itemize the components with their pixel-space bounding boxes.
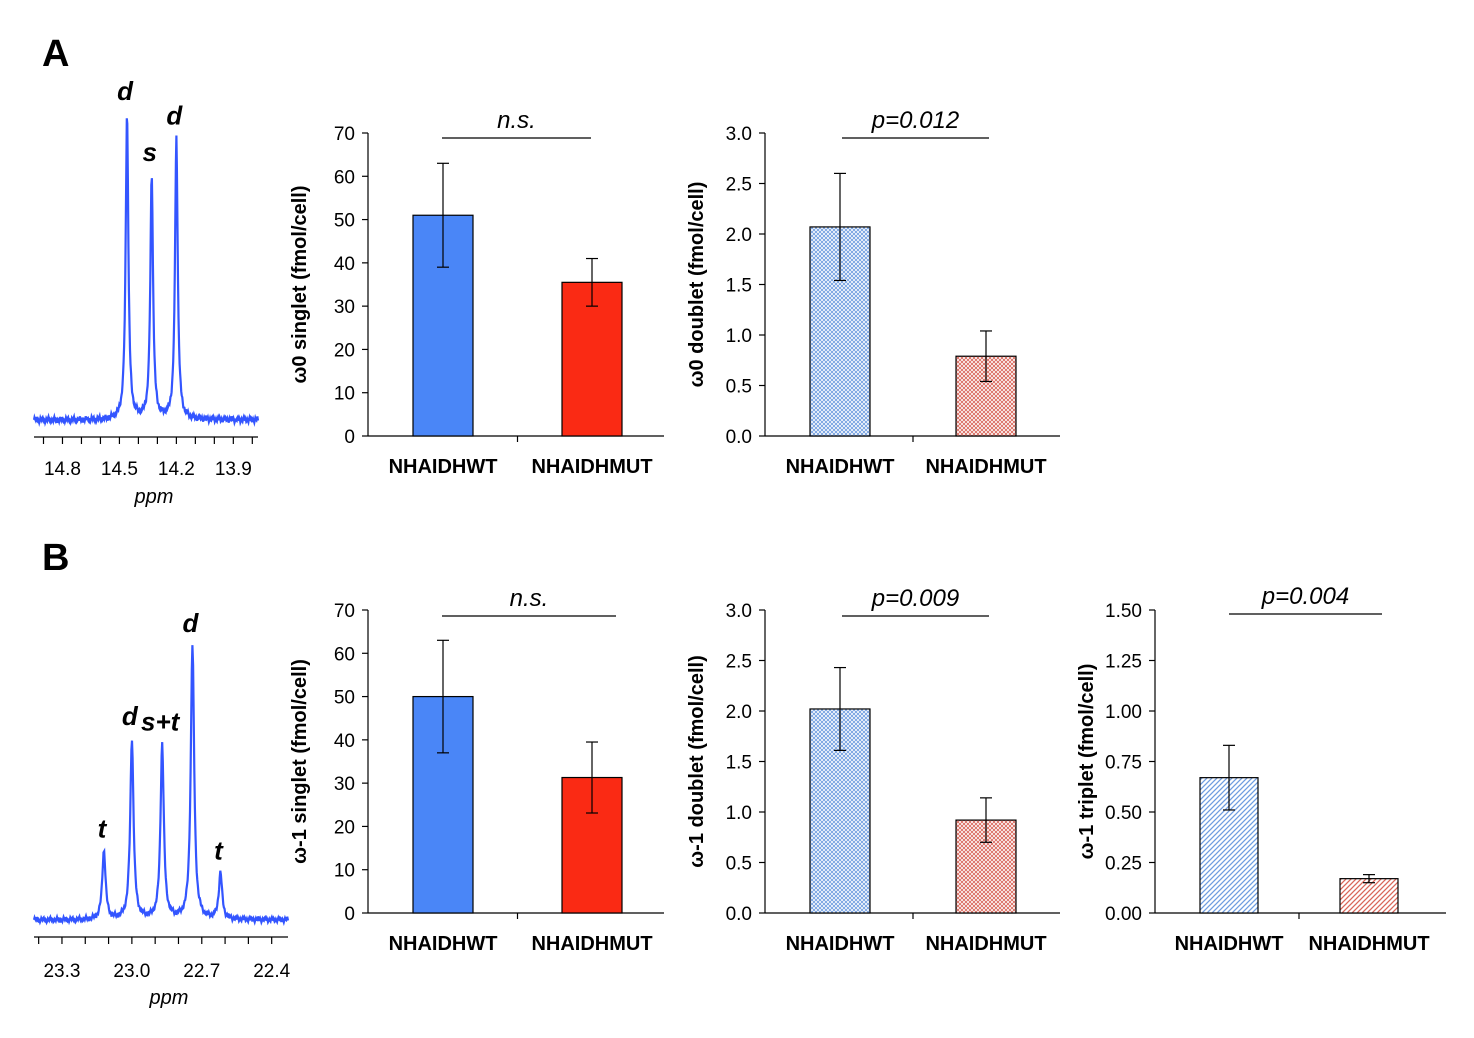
category-label: NHAIDHMUT bbox=[925, 456, 1046, 478]
y-tick-label: 30 bbox=[334, 774, 355, 795]
peak-label: t bbox=[98, 814, 108, 844]
y-tick-label: 0.0 bbox=[726, 904, 752, 925]
y-axis-label: ω-1 doublet (fmol/cell) bbox=[686, 655, 708, 867]
y-tick-label: 1.0 bbox=[726, 326, 752, 347]
y-tick-label: 20 bbox=[334, 817, 355, 838]
significance-label: n.s. bbox=[510, 585, 549, 612]
y-tick-label: 20 bbox=[334, 340, 355, 361]
y-tick-label: 0 bbox=[344, 904, 355, 925]
significance-label: n.s. bbox=[497, 107, 536, 134]
x-tick-label: 22.7 bbox=[183, 961, 220, 982]
y-axis-label: ω0 singlet (fmol/cell) bbox=[289, 185, 311, 383]
peak-label: d bbox=[183, 608, 200, 638]
significance-label: p=0.009 bbox=[871, 585, 959, 612]
y-tick-label: 0.5 bbox=[726, 854, 752, 875]
y-tick-label: 1.5 bbox=[726, 753, 752, 774]
x-tick-label: 22.4 bbox=[253, 961, 290, 982]
y-tick-label: 50 bbox=[334, 688, 355, 709]
x-axis-label: ppm bbox=[134, 486, 174, 508]
x-tick-label: 23.3 bbox=[43, 961, 80, 982]
y-tick-label: 70 bbox=[334, 601, 355, 622]
peak-label: t bbox=[214, 835, 224, 865]
y-tick-label: 60 bbox=[334, 167, 355, 188]
category-label: NHAIDHWT bbox=[389, 456, 498, 478]
x-tick-label: 13.9 bbox=[215, 459, 252, 480]
y-tick-label: 1.50 bbox=[1105, 601, 1142, 622]
y-tick-label: 2.5 bbox=[726, 175, 752, 196]
peak-label: d bbox=[166, 100, 183, 130]
bar-nhaidhmut bbox=[1339, 878, 1399, 914]
bar-nhaidhmut bbox=[561, 281, 623, 437]
barB3-chart: 0.00 0.25 0.50 0.75 1.00 1.25 1.50 ω-1 triplet … bbox=[1076, 583, 1446, 955]
y-tick-label: 0.5 bbox=[726, 377, 752, 398]
y-tick-label: 1.25 bbox=[1105, 652, 1142, 673]
x-tick-label: 14.5 bbox=[101, 459, 138, 480]
barB1-chart: 0 10 20 30 40 50 60 70 ω-1 singlet (fmol/cell) NH… bbox=[289, 585, 664, 955]
y-tick-label: 10 bbox=[334, 384, 355, 405]
peak-label: d bbox=[122, 701, 139, 731]
y-axis-label: ω-1 singlet (fmol/cell) bbox=[289, 659, 311, 864]
category-label: NHAIDHMUT bbox=[531, 933, 652, 955]
category-label: NHAIDHMUT bbox=[925, 933, 1046, 955]
category-label: NHAIDHWT bbox=[389, 933, 498, 955]
y-tick-label: 0.0 bbox=[726, 427, 752, 448]
barA2-chart: 0.0 0.5 1.0 1.5 2.0 2.5 3.0 ω0 doublet (fmol/ce… bbox=[686, 107, 1060, 478]
category-label: NHAIDHMUT bbox=[531, 456, 652, 478]
y-tick-label: 30 bbox=[334, 297, 355, 318]
y-tick-label: 0.50 bbox=[1105, 803, 1142, 824]
category-label: NHAIDHWT bbox=[1175, 933, 1284, 955]
y-tick-label: 2.0 bbox=[726, 225, 752, 246]
x-tick-label: 14.2 bbox=[158, 459, 195, 480]
y-tick-label: 70 bbox=[334, 124, 355, 145]
y-tick-label: 40 bbox=[334, 731, 355, 752]
y-axis-label: ω-1 triplet (fmol/cell) bbox=[1076, 664, 1098, 860]
y-tick-label: 1.0 bbox=[726, 803, 752, 824]
spectrum-trace bbox=[32, 118, 260, 427]
y-tick-label: 1.00 bbox=[1105, 702, 1142, 723]
y-tick-label: 0.00 bbox=[1105, 904, 1142, 925]
barA1-chart: 0 10 20 30 40 50 60 70 ω0 singlet (fmol/cell) NHA… bbox=[289, 107, 664, 478]
significance-label: p=0.004 bbox=[1261, 583, 1349, 610]
peak-label: d bbox=[117, 76, 134, 106]
x-axis-label: ppm bbox=[149, 987, 189, 1009]
barB2-chart: 0.0 0.5 1.0 1.5 2.0 2.5 3.0 ω-1 doublet (fmol/c… bbox=[686, 585, 1060, 955]
y-tick-label: 3.0 bbox=[726, 601, 752, 622]
y-tick-label: 60 bbox=[334, 644, 355, 665]
x-tick-label: 14.8 bbox=[44, 459, 81, 480]
panel-label-b: B bbox=[42, 537, 69, 579]
spectrum-trace bbox=[32, 645, 290, 927]
category-label: NHAIDHMUT bbox=[1308, 933, 1429, 955]
y-tick-label: 40 bbox=[334, 254, 355, 275]
y-tick-label: 0.25 bbox=[1105, 854, 1142, 875]
panel-label-a: A bbox=[42, 33, 69, 75]
y-tick-label: 0.75 bbox=[1105, 753, 1142, 774]
peak-label: s+t bbox=[141, 707, 181, 737]
category-label: NHAIDHWT bbox=[786, 456, 895, 478]
y-tick-label: 50 bbox=[334, 211, 355, 232]
y-tick-label: 10 bbox=[334, 861, 355, 882]
x-tick-label: 23.0 bbox=[113, 961, 150, 982]
category-label: NHAIDHWT bbox=[786, 933, 895, 955]
peak-label: s bbox=[142, 137, 156, 167]
y-tick-label: 0 bbox=[344, 427, 355, 448]
y-tick-label: 2.0 bbox=[726, 702, 752, 723]
y-axis-label: ω0 doublet (fmol/cell) bbox=[686, 182, 708, 388]
y-tick-label: 1.5 bbox=[726, 276, 752, 297]
y-tick-label: 3.0 bbox=[726, 124, 752, 145]
significance-label: p=0.012 bbox=[871, 107, 959, 134]
y-tick-label: 2.5 bbox=[726, 652, 752, 673]
